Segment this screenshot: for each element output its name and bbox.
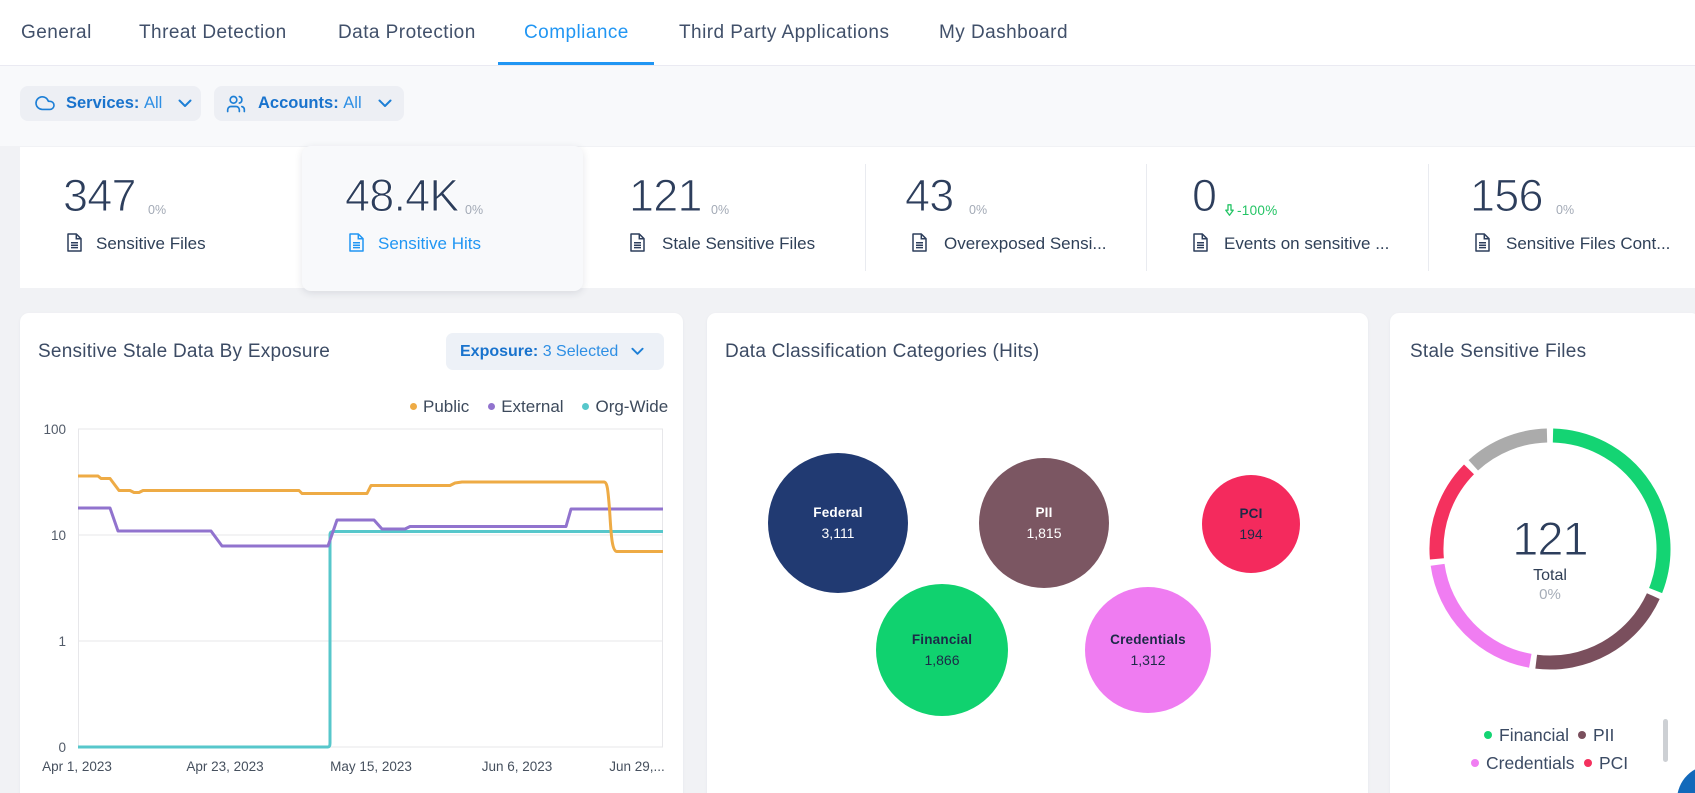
svg-text:Jun 6, 2023: Jun 6, 2023 bbox=[482, 759, 553, 774]
svg-text:Apr 23, 2023: Apr 23, 2023 bbox=[186, 759, 263, 774]
svg-text:1: 1 bbox=[58, 634, 66, 649]
svg-text:May 15, 2023: May 15, 2023 bbox=[330, 759, 412, 774]
svg-text:Apr 1, 2023: Apr 1, 2023 bbox=[42, 759, 112, 774]
svg-text:Jun 29,...: Jun 29,... bbox=[609, 759, 665, 774]
svg-text:10: 10 bbox=[51, 528, 66, 543]
svg-text:100: 100 bbox=[43, 422, 66, 437]
svg-text:0: 0 bbox=[58, 740, 66, 755]
